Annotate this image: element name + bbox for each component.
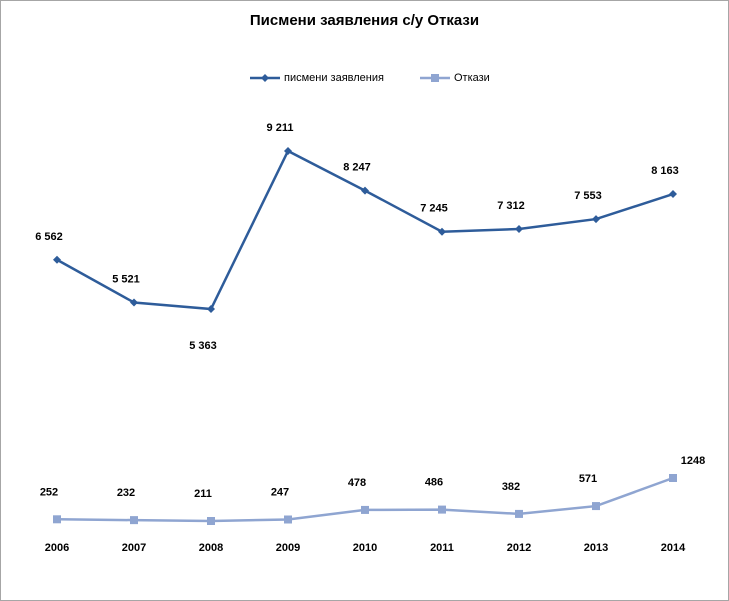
data-label: 252 <box>40 486 58 498</box>
data-label: 232 <box>117 487 135 499</box>
data-point <box>438 505 446 514</box>
data-point <box>53 255 61 264</box>
data-point <box>207 305 215 313</box>
data-label: 7 553 <box>574 190 602 202</box>
x-tick-label: 2008 <box>199 542 223 554</box>
chart-title: Писмени заявления с/у Откази <box>249 12 480 29</box>
data-point <box>669 190 677 199</box>
data-label: 6 562 <box>35 231 63 243</box>
legend-marker-series-2 <box>420 74 450 82</box>
data-label: 5 521 <box>112 274 140 286</box>
data-point <box>284 515 292 524</box>
legend-item-series-1: писмени заявления <box>250 70 384 86</box>
data-label: 5 363 <box>189 340 217 352</box>
data-point <box>438 227 446 236</box>
x-tick-label: 2009 <box>276 542 300 554</box>
x-tick-label: 2013 <box>584 542 608 554</box>
data-point <box>53 515 61 524</box>
x-tick-label: 2006 <box>45 542 69 554</box>
legend-item-series-2: Откази <box>420 70 490 86</box>
data-point <box>361 505 369 514</box>
data-point <box>515 509 523 518</box>
data-point <box>361 186 369 195</box>
data-label: 486 <box>425 477 443 489</box>
data-label: 1248 <box>681 455 705 467</box>
data-label: 382 <box>502 481 520 493</box>
data-label: 8 163 <box>651 165 679 177</box>
data-point <box>592 215 600 224</box>
data-point <box>207 517 215 525</box>
data-point <box>130 516 138 525</box>
x-tick-label: 2007 <box>122 542 146 554</box>
data-label: 8 247 <box>343 162 371 174</box>
data-label: 247 <box>271 487 289 499</box>
legend-label-series-1: писмени заявления <box>284 72 384 84</box>
data-label: 7 245 <box>420 203 448 215</box>
legend-label-series-2: Откази <box>454 72 490 84</box>
data-point <box>130 298 138 307</box>
data-label: 571 <box>579 473 597 485</box>
data-label: 211 <box>194 488 212 500</box>
data-point <box>592 502 600 511</box>
x-tick-label: 2014 <box>661 542 686 554</box>
data-label: 7 312 <box>497 200 525 212</box>
legend-marker-series-1 <box>250 74 280 82</box>
x-tick-label: 2011 <box>430 542 454 554</box>
series-line-1 <box>56 149 674 311</box>
x-tick-label: 2012 <box>507 542 531 554</box>
data-label: 9 211 <box>267 122 294 134</box>
x-tick-label: 2010 <box>353 542 377 554</box>
data-label: 478 <box>348 477 366 489</box>
data-point <box>515 224 523 233</box>
data-point <box>284 147 292 155</box>
data-point <box>669 474 677 482</box>
